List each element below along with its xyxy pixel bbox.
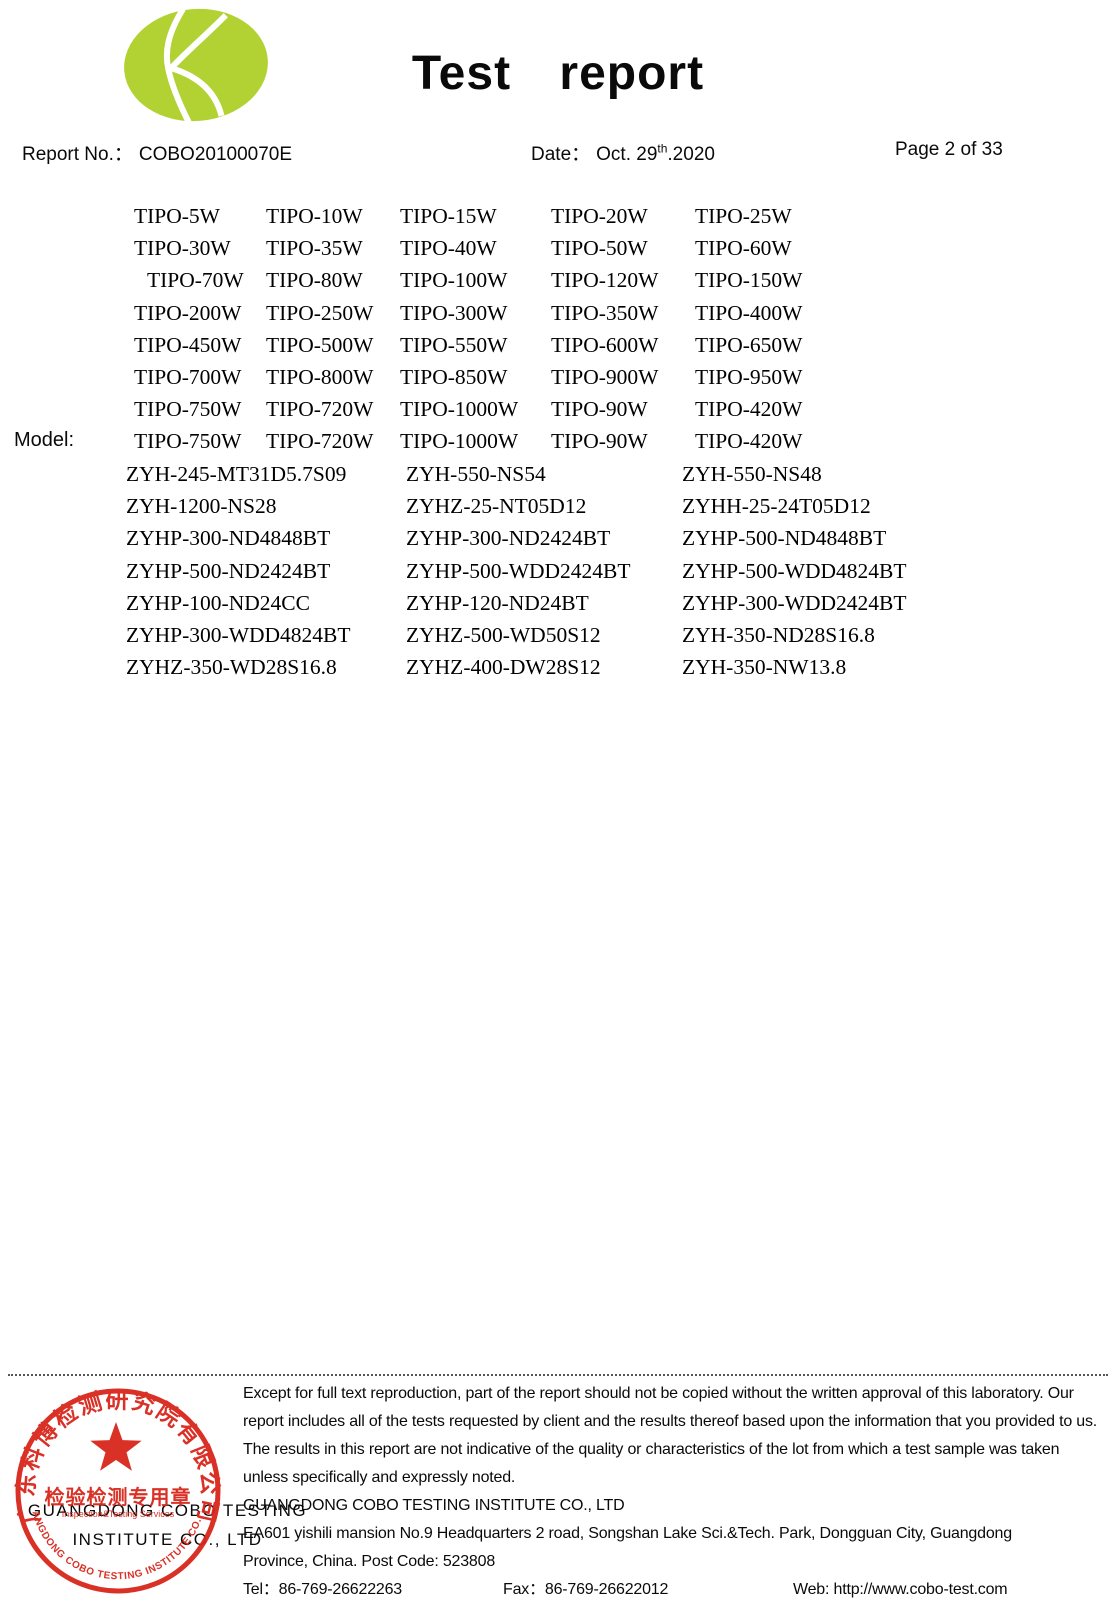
- model-cell: ZYH-1200-NS28: [126, 494, 277, 519]
- model-cell: TIPO-250W: [266, 300, 374, 325]
- seal-subtitle-text: Inspection&Testing Services: [62, 1509, 175, 1519]
- model-cell: TIPO-420W: [695, 397, 803, 422]
- model-cell: ZYHH-25-24T05D12: [682, 494, 871, 519]
- model-cell: TIPO-720W: [266, 397, 374, 422]
- model-cell: TIPO-35W: [266, 236, 363, 261]
- model-cell: ZYHZ-25-NT05D12: [406, 494, 587, 519]
- red-seal-stamp: 广东科博检测研究院有限公司 检验检测专用章 Inspection&Testing…: [10, 1383, 221, 1594]
- telephone-number: Tel：86-769-26622263: [243, 1581, 402, 1598]
- model-cell: TIPO-850W: [400, 365, 508, 390]
- model-cell: TIPO-800W: [266, 365, 374, 390]
- model-cell: TIPO-30W: [134, 236, 231, 261]
- seal-center-text: 检验检测专用章: [45, 1485, 192, 1509]
- page-indicator: Page 2 of 33: [895, 139, 1003, 160]
- model-cell: ZYH-550-NS48: [682, 462, 822, 486]
- report-date: Date： Oct. 29th.2020: [531, 139, 715, 166]
- model-cell: ZYH-350-NW13.8: [682, 655, 847, 680]
- model-cell: TIPO-80W: [266, 268, 363, 293]
- model-cell: TIPO-25W: [695, 204, 792, 228]
- model-cell: TIPO-90W: [551, 397, 648, 422]
- model-cell: TIPO-10W: [266, 204, 363, 228]
- model-cell: TIPO-150W: [695, 268, 803, 293]
- website-url: Web: http://www.cobo-test.com: [793, 1581, 1008, 1598]
- model-cell: TIPO-15W: [400, 204, 497, 228]
- model-cell: ZYHZ-400-DW28S12: [406, 655, 601, 680]
- model-cell: TIPO-400W: [695, 300, 803, 325]
- model-cell: TIPO-1000W: [400, 397, 519, 422]
- disclaimer-line: The results in this report are not indic…: [243, 1441, 1060, 1458]
- page-title: Test report: [411, 47, 705, 100]
- cobo-logo-icon: [124, 7, 268, 124]
- tipo-grid: TIPO-5W TIPO-10W TIPO-15W TIPO-20W TIPO-25W T…: [134, 200, 802, 458]
- model-cell: ZYHP-500-WDD2424BT: [406, 558, 631, 583]
- model-cell: TIPO-650W: [695, 332, 803, 357]
- model-cell: TIPO-600W: [551, 332, 659, 357]
- model-cell: TIPO-900W: [551, 365, 659, 390]
- seal-ring: [15, 1388, 221, 1594]
- model-cell: TIPO-20W: [551, 204, 648, 228]
- model-cell: TIPO-750W: [134, 429, 242, 454]
- model-cell: TIPO-450W: [134, 332, 242, 357]
- model-cell: TIPO-420W: [695, 429, 803, 454]
- date-label: Date：: [531, 144, 591, 165]
- report-number-value: COBO20100070E: [138, 144, 293, 165]
- date-value: Oct. 29: [596, 144, 658, 165]
- model-cell: TIPO-120W: [551, 268, 659, 293]
- company-address-line2: Province, China. Post Code: 523808: [243, 1553, 496, 1570]
- model-cell: ZYHP-300-WDD2424BT: [682, 590, 907, 615]
- model-cell: TIPO-750W: [134, 397, 242, 422]
- model-cell: TIPO-70W: [147, 268, 244, 293]
- stamped-company-name-line2: INSTITUTE CO., LTD: [72, 1530, 263, 1549]
- model-cell: TIPO-950W: [695, 365, 803, 390]
- disclaimer-line: Except for full text reproduction, part …: [243, 1385, 1074, 1402]
- disclaimer-line: report includes all of the tests request…: [243, 1413, 1098, 1430]
- model-field-label: Model:: [14, 429, 75, 451]
- model-cell: TIPO-90W: [551, 429, 648, 454]
- contact-row: Tel：86-769-26622263 Fax：86-769-26622012 …: [243, 1576, 1097, 1604]
- model-cell: TIPO-500W: [266, 332, 374, 357]
- model-cell: ZYHP-100-ND24CC: [126, 590, 310, 615]
- model-cell: ZYHP-300-ND4848BT: [126, 526, 331, 551]
- model-cell: ZYHP-300-WDD4824BT: [126, 623, 351, 648]
- stamped-company-name: GUANGDONG COBO TESTING INSTITUTE CO., LT…: [25, 1496, 310, 1554]
- model-cell: ZYHZ-350-WD28S16.8: [126, 655, 337, 680]
- seal-star-icon: [90, 1422, 142, 1471]
- footer-dotted-divider: [8, 1374, 1108, 1376]
- model-cell: TIPO-200W: [134, 300, 242, 325]
- model-cell: ZYHP-500-WDD4824BT: [682, 558, 907, 583]
- model-cell: ZYHP-500-ND4848BT: [682, 526, 887, 551]
- model-cell: TIPO-40W: [400, 236, 497, 261]
- report-number-label: Report No.：: [22, 144, 133, 165]
- model-cell: ZYHP-300-ND2424BT: [406, 526, 611, 551]
- model-cell: ZYH-245-MT31D5.7S09: [126, 462, 347, 486]
- model-cell: TIPO-1000W: [400, 429, 519, 454]
- model-cell: TIPO-550W: [400, 332, 508, 357]
- model-cell: TIPO-100W: [400, 268, 508, 293]
- disclaimer-line: unless specifically and expressly noted.: [243, 1469, 516, 1486]
- zyh-grid: ZYH-245-MT31D5.7S09 ZYH-550-NS54 ZYH-550-N…: [126, 458, 907, 683]
- date-ordinal-suffix: th: [657, 141, 668, 156]
- model-cell: ZYH-350-ND28S16.8: [682, 623, 875, 648]
- model-cell: TIPO-50W: [551, 236, 648, 261]
- model-cell: TIPO-60W: [695, 236, 792, 261]
- model-cell: ZYHP-500-ND2424BT: [126, 558, 331, 583]
- date-year: .2020: [667, 144, 715, 165]
- model-cell: ZYH-550-NS54: [406, 462, 546, 486]
- fax-number: Fax：86-769-26622012: [503, 1581, 669, 1598]
- model-cell: ZYHZ-500-WD50S12: [406, 623, 601, 648]
- stamped-company-name-line1: GUANGDONG COBO TESTING: [27, 1501, 308, 1520]
- company-name: GUANGDONG COBO TESTING INSTITUTE CO., LT…: [243, 1497, 625, 1514]
- model-cell: TIPO-350W: [551, 300, 659, 325]
- model-cell: TIPO-300W: [400, 300, 508, 325]
- company-address-line1: EA601 yishili mansion No.9 Headquarters …: [243, 1525, 1012, 1542]
- model-cell: TIPO-700W: [134, 365, 242, 390]
- report-number: Report No.： COBO20100070E: [22, 139, 292, 166]
- model-cell: TIPO-720W: [266, 429, 374, 454]
- footer-text-block: Except for full text reproduction, part …: [243, 1380, 1097, 1604]
- model-cell: TIPO-5W: [134, 204, 220, 228]
- model-cell: ZYHP-120-ND24BT: [406, 590, 589, 615]
